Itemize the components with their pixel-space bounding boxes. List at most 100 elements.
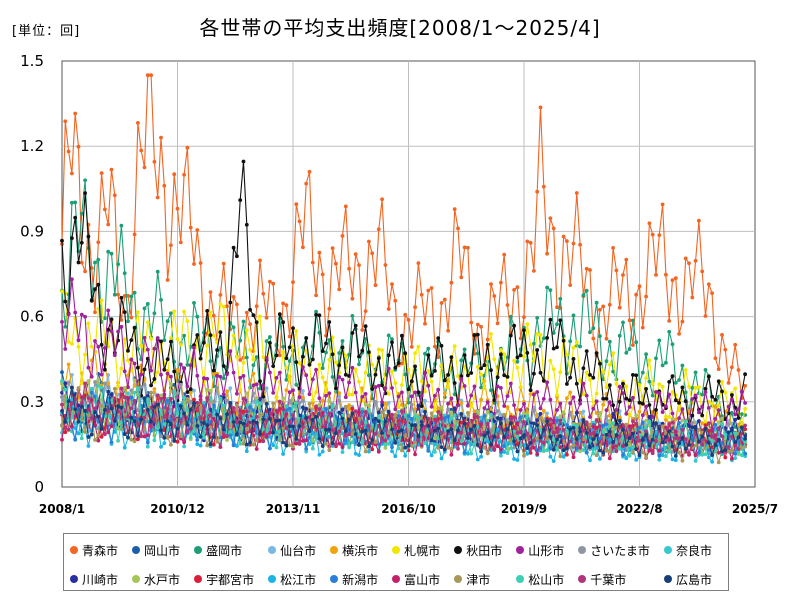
data-point: [106, 381, 111, 386]
data-point: [277, 438, 282, 443]
data-point: [706, 440, 711, 445]
data-point: [228, 349, 233, 354]
data-point: [340, 345, 345, 350]
data-point: [710, 439, 714, 444]
data-point: [598, 410, 602, 415]
data-point: [631, 406, 635, 411]
data-point: [228, 411, 233, 415]
data-point: [390, 340, 394, 345]
data-point: [604, 336, 609, 341]
data-point: [541, 184, 546, 189]
data-point: [703, 386, 708, 391]
data-point: [449, 355, 454, 360]
data-point: [60, 424, 64, 428]
legend-marker: [516, 546, 525, 554]
data-point: [508, 381, 513, 386]
data-point: [644, 429, 648, 434]
legend-item: 新潟市: [330, 568, 390, 590]
data-point: [343, 433, 348, 438]
data-point: [248, 417, 253, 422]
data-point: [129, 437, 134, 442]
data-point: [208, 442, 213, 447]
data-point: [673, 454, 678, 458]
data-point: [466, 373, 470, 378]
legend-item: 横浜市: [330, 539, 390, 561]
data-point: [79, 404, 84, 409]
data-point: [106, 430, 111, 435]
data-point: [568, 390, 573, 395]
data-point: [132, 439, 137, 444]
data-point: [406, 414, 411, 418]
data-point: [244, 423, 249, 427]
chart-legend: 青森市 岡山市 盛岡市 仙台市 横浜市 札幌市 秋田市 山形市 さいたま市 奈良市 川崎市 水戸市 宇都…: [63, 533, 729, 591]
data-point: [706, 406, 711, 410]
data-point: [637, 400, 642, 405]
data-point: [178, 362, 183, 367]
data-point: [129, 406, 134, 411]
data-point: [456, 374, 460, 378]
data-point: [442, 378, 447, 383]
data-point: [310, 260, 315, 265]
data-point: [93, 287, 97, 292]
data-point: [730, 449, 734, 453]
data-point: [393, 440, 398, 445]
data-point: [449, 434, 454, 439]
data-point: [231, 245, 236, 250]
data-point: [268, 417, 272, 421]
legend-marker: [330, 546, 339, 554]
data-point: [551, 447, 556, 452]
data-point: [320, 407, 325, 412]
data-point: [541, 397, 546, 401]
data-point: [429, 404, 434, 409]
data-point: [525, 239, 530, 244]
data-point: [139, 372, 144, 377]
data-point: [149, 390, 154, 395]
data-point: [634, 340, 639, 345]
data-point: [152, 418, 157, 423]
data-point: [611, 246, 615, 250]
data-point: [555, 345, 559, 350]
data-point: [565, 446, 569, 451]
data-point: [409, 423, 414, 428]
data-point: [152, 387, 157, 391]
data-point: [145, 347, 150, 352]
data-point: [126, 391, 130, 396]
data-point: [479, 397, 483, 402]
data-point: [482, 445, 487, 450]
data-point: [343, 354, 348, 358]
data-point: [320, 272, 325, 277]
data-point: [205, 410, 210, 415]
data-point: [297, 401, 302, 405]
data-point: [571, 455, 576, 460]
data-point: [70, 373, 74, 377]
data-point: [211, 313, 216, 318]
data-point: [79, 381, 84, 385]
data-point: [225, 412, 229, 417]
data-point: [205, 443, 210, 448]
data-point: [149, 428, 154, 433]
data-point: [667, 429, 672, 433]
data-point: [640, 432, 645, 436]
data-point: [211, 413, 216, 418]
data-point: [142, 335, 147, 340]
data-point: [720, 449, 724, 454]
data-point: [736, 416, 741, 420]
data-point: [301, 399, 305, 403]
data-point: [367, 403, 371, 408]
data-point: [479, 422, 483, 427]
data-point: [238, 198, 243, 203]
data-point: [198, 426, 203, 431]
data-point: [376, 356, 381, 361]
data-point: [218, 293, 223, 297]
data-point: [304, 447, 309, 451]
data-point: [139, 417, 144, 422]
data-point: [353, 432, 358, 436]
data-point: [304, 373, 309, 378]
data-point: [109, 406, 114, 411]
data-point: [126, 319, 130, 324]
data-point: [555, 322, 559, 327]
data-point: [700, 413, 705, 418]
data-point: [720, 380, 724, 384]
data-point: [624, 434, 629, 438]
data-point: [624, 422, 629, 427]
